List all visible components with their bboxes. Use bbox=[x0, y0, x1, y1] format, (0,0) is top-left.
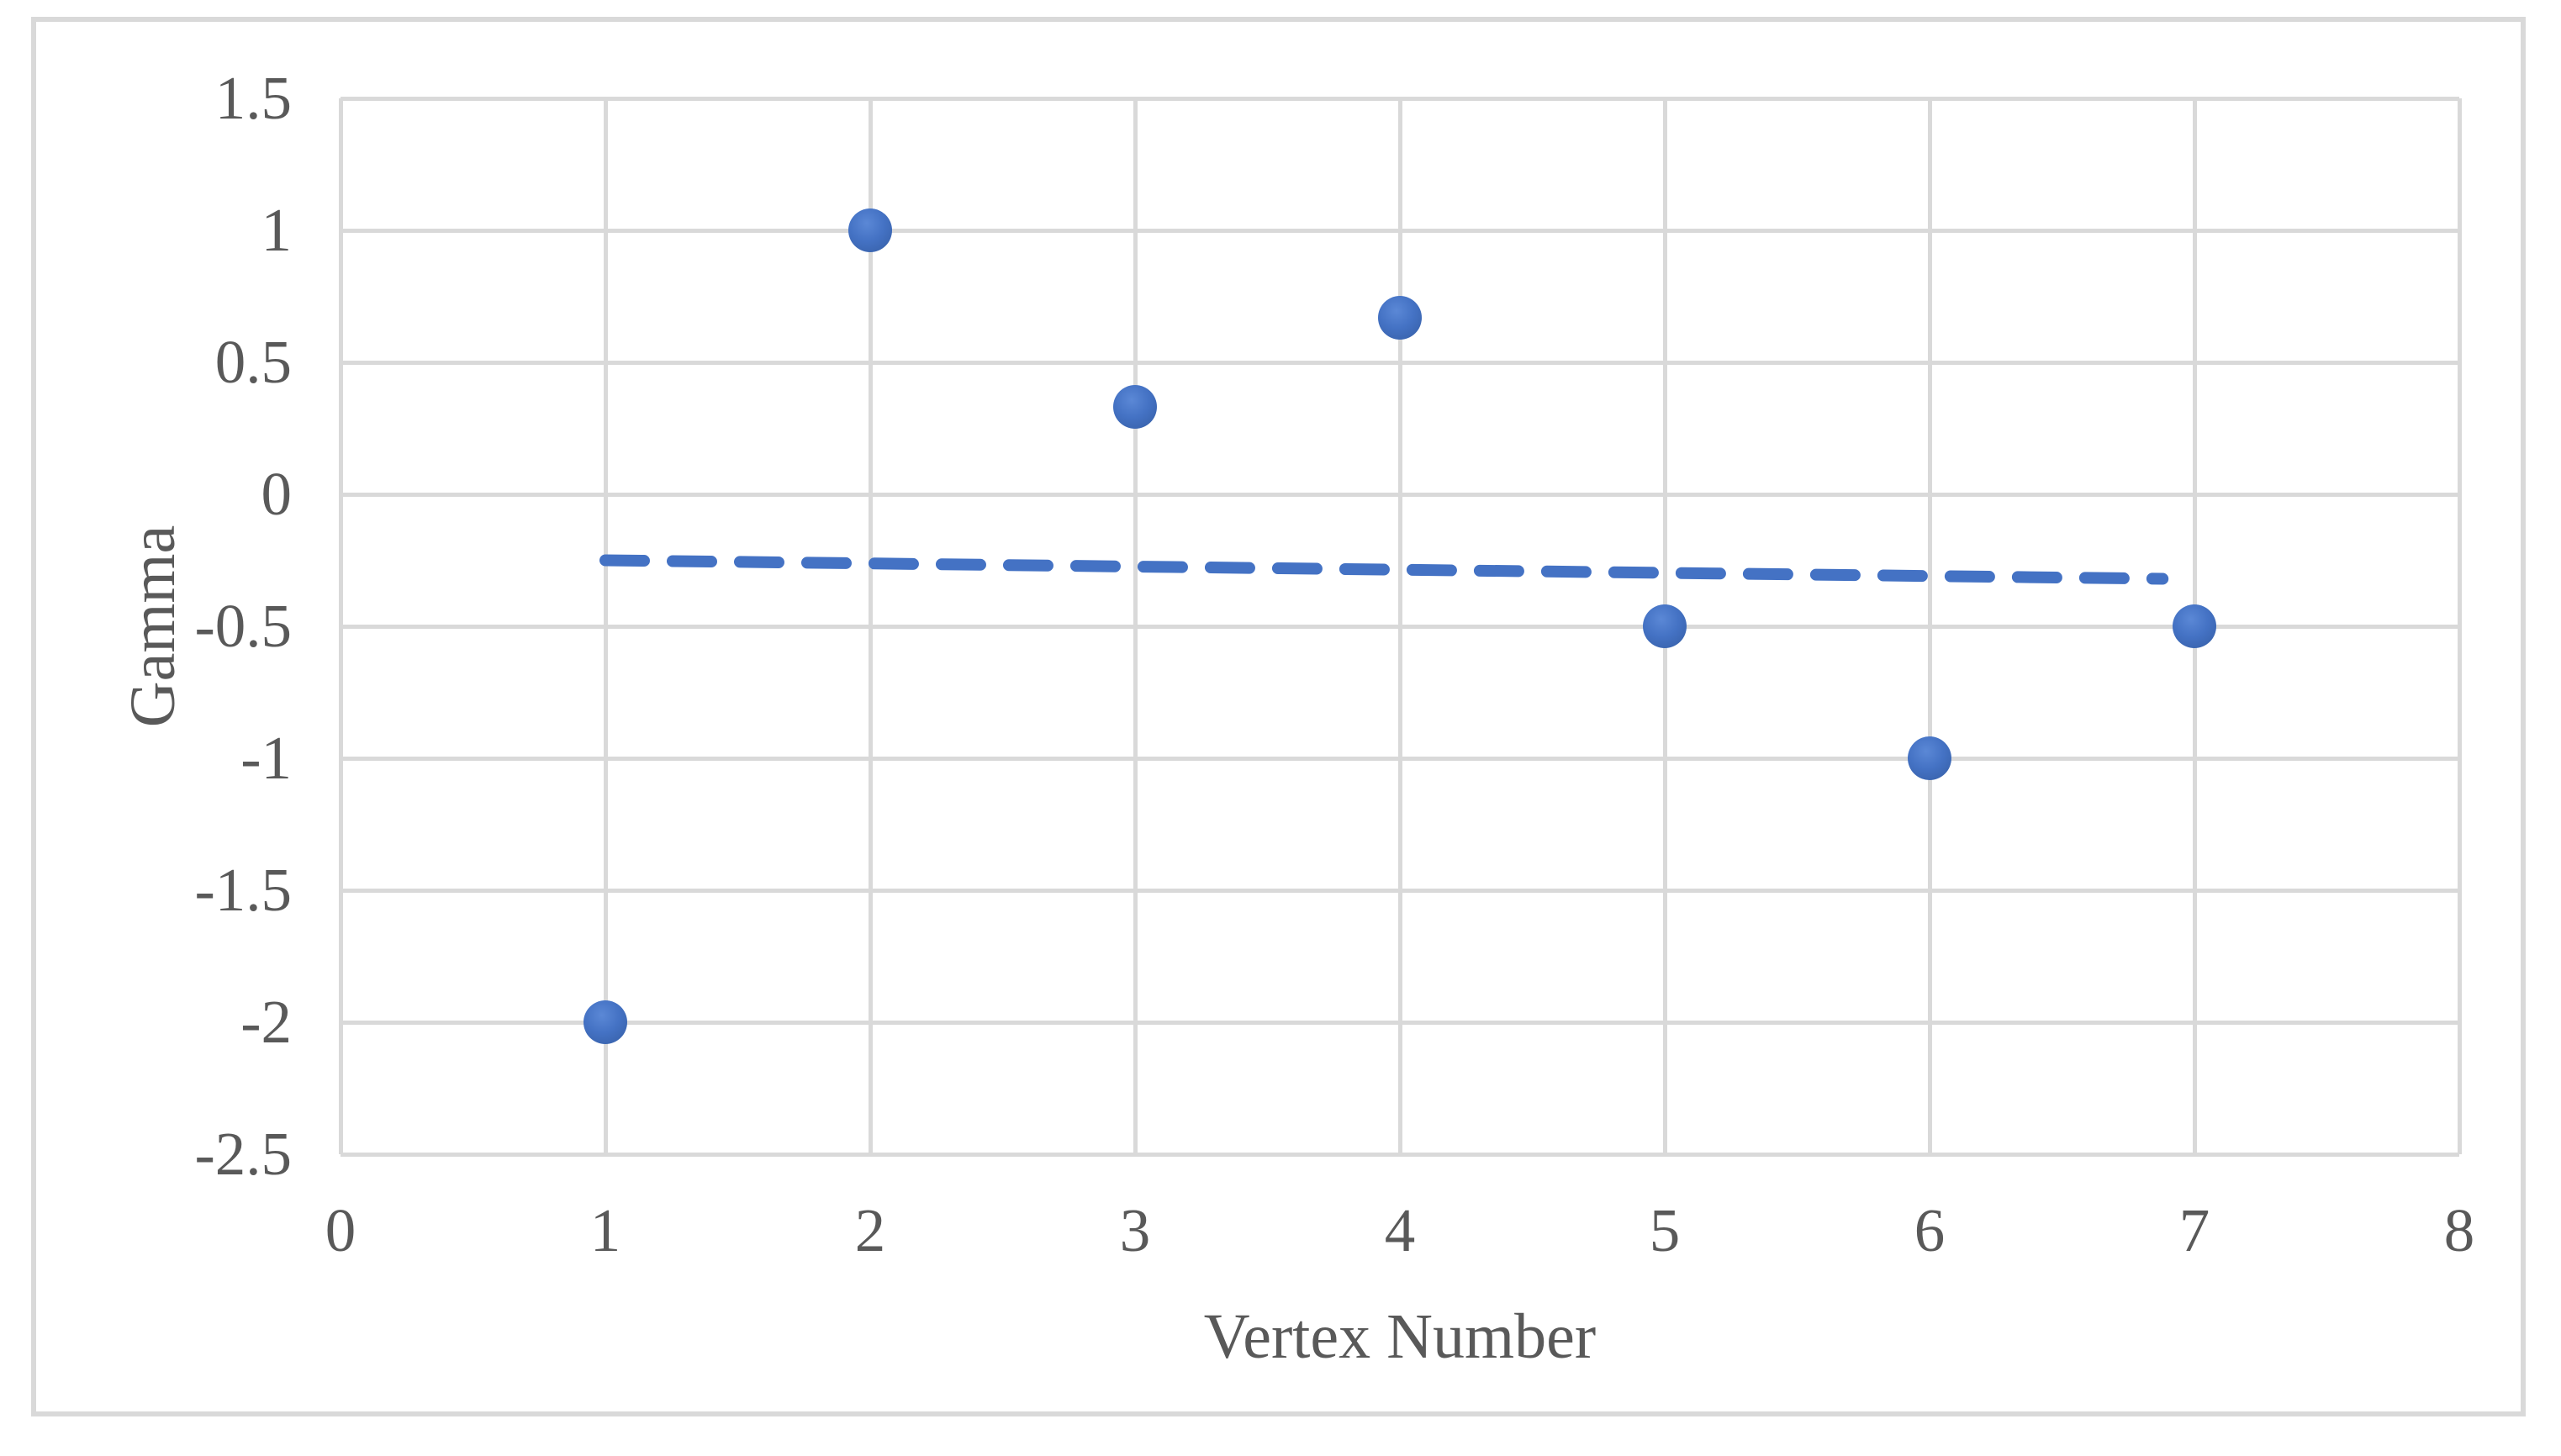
gridline-horizontal bbox=[341, 1152, 2459, 1157]
gridline-vertical bbox=[868, 98, 873, 1154]
y-tick-label: 0.5 bbox=[214, 328, 292, 396]
gridline-vertical bbox=[2457, 98, 2462, 1154]
data-point bbox=[583, 1000, 627, 1044]
y-tick-label: 1.5 bbox=[214, 64, 292, 132]
data-point bbox=[2173, 604, 2216, 648]
gridline-vertical bbox=[603, 98, 608, 1154]
x-tick-label: 7 bbox=[2178, 1196, 2210, 1264]
data-point bbox=[1113, 385, 1157, 430]
y-tick-label: -1.5 bbox=[194, 856, 292, 924]
x-tick-label: 8 bbox=[2443, 1196, 2475, 1264]
data-point bbox=[848, 208, 892, 252]
x-tick-label: 3 bbox=[1119, 1196, 1151, 1264]
x-axis-title: Vertex Number bbox=[1203, 1301, 1597, 1372]
x-tick-label: 0 bbox=[325, 1196, 356, 1264]
y-tick-label: -2.5 bbox=[194, 1120, 292, 1188]
x-tick-label: 4 bbox=[1384, 1196, 1416, 1264]
gridline-vertical bbox=[1927, 98, 1932, 1154]
data-point bbox=[1908, 736, 1951, 780]
y-tick-label: -2 bbox=[240, 988, 292, 1056]
y-tick-label: -1 bbox=[240, 724, 292, 792]
y-tick-label: 0 bbox=[261, 460, 293, 528]
y-tick-label: -0.5 bbox=[194, 592, 292, 660]
chart-border bbox=[31, 17, 2526, 1416]
gridline-vertical bbox=[1133, 98, 1138, 1154]
x-tick-label: 1 bbox=[589, 1196, 621, 1264]
x-tick-label: 6 bbox=[1914, 1196, 1946, 1264]
trendline bbox=[599, 554, 2169, 585]
data-point bbox=[1378, 295, 1422, 340]
gridline-vertical bbox=[1397, 98, 1402, 1154]
x-tick-label: 5 bbox=[1649, 1196, 1681, 1264]
gridline-vertical bbox=[338, 98, 343, 1154]
y-tick-label: 1 bbox=[261, 196, 293, 264]
data-point bbox=[1643, 604, 1687, 648]
x-tick-label: 2 bbox=[854, 1196, 886, 1264]
